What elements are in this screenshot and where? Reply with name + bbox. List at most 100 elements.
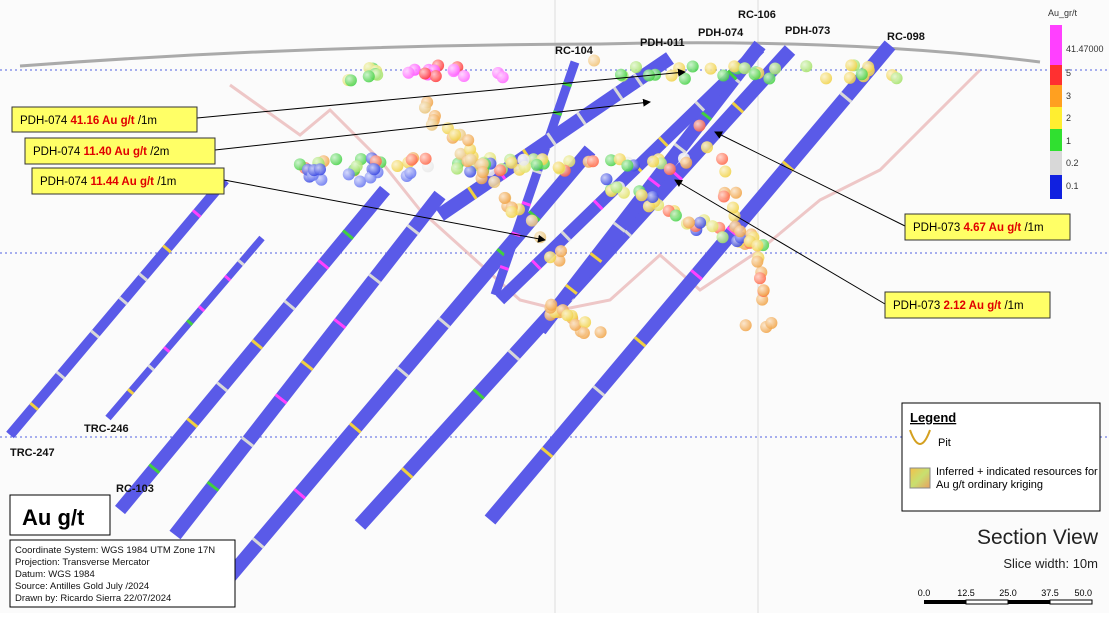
callout-interval: /1m bbox=[138, 115, 157, 127]
sphere-shine bbox=[464, 165, 477, 178]
unit-label: Au g/t bbox=[22, 505, 85, 530]
assay-interval bbox=[472, 388, 485, 400]
assay-interval bbox=[223, 274, 232, 282]
assay-interval bbox=[274, 393, 288, 405]
slice-width: Slice width: 10m bbox=[1003, 556, 1098, 571]
sphere-shine bbox=[855, 68, 868, 81]
info-line: Source: Antilles Gold July /2024 bbox=[15, 581, 149, 592]
sphere-shine bbox=[669, 209, 682, 222]
sphere-shine bbox=[462, 134, 475, 147]
assay-interval bbox=[507, 349, 521, 361]
assay-interval bbox=[612, 221, 626, 233]
assay-interval bbox=[148, 463, 161, 474]
sphere-shine bbox=[476, 166, 489, 179]
scale-label: 12.5 bbox=[957, 588, 975, 598]
drill-hole bbox=[105, 235, 265, 421]
drill-hole bbox=[495, 43, 765, 305]
callout-hole: PDH-074 bbox=[20, 115, 68, 127]
scale-label: 25.0 bbox=[999, 588, 1017, 598]
assay-interval bbox=[633, 336, 647, 348]
sphere-shine bbox=[553, 254, 566, 267]
sphere-shine bbox=[717, 69, 730, 82]
hole-label: RC-103 bbox=[116, 483, 154, 495]
drill-hole bbox=[484, 40, 896, 525]
sphere-shine bbox=[717, 190, 730, 203]
info-line: Datum: WGS 1984 bbox=[15, 569, 95, 580]
callout-text: PDH-073 2.12 Au g/t /1m bbox=[893, 300, 1024, 312]
legend-item-wrap: Inferred + indicated resources for Au g/… bbox=[936, 466, 1098, 491]
callout-grade: 11.40 Au g/t bbox=[84, 146, 148, 158]
assay-interval bbox=[531, 259, 542, 271]
assay-interval bbox=[699, 109, 713, 121]
info-line: Coordinate System: WGS 1984 UTM Zone 17N bbox=[15, 545, 215, 556]
callout-interval: /2m bbox=[150, 146, 169, 158]
sphere-shine bbox=[404, 167, 417, 179]
sphere-shine bbox=[362, 70, 375, 83]
unit-box: Au g/t bbox=[9, 494, 111, 536]
color-scale-label: 0.2 bbox=[1066, 158, 1079, 168]
assay-interval bbox=[251, 537, 265, 549]
assay-interval bbox=[241, 436, 255, 448]
callout-grade: 4.67 Au g/t bbox=[964, 222, 1022, 234]
callout-text: PDH-074 11.44 Au g/t /1m bbox=[40, 176, 176, 188]
assay-interval bbox=[839, 91, 853, 104]
sphere-shine bbox=[498, 192, 511, 204]
sphere-shine bbox=[680, 156, 693, 169]
assay-interval bbox=[673, 142, 687, 154]
assay-interval bbox=[283, 299, 296, 311]
drill-hole bbox=[114, 185, 391, 515]
assay-interval bbox=[726, 69, 738, 81]
assay-interval bbox=[647, 176, 661, 188]
sphere-shine bbox=[751, 255, 764, 268]
sphere-shine bbox=[494, 164, 507, 177]
sphere-shine bbox=[449, 128, 462, 141]
assay-interval bbox=[333, 318, 347, 330]
sphere-shine bbox=[600, 173, 613, 186]
sphere-shine bbox=[525, 214, 538, 227]
sphere-shine bbox=[682, 216, 695, 229]
sphere-shine bbox=[534, 231, 547, 244]
sphere-shine bbox=[402, 66, 415, 79]
assay-interval bbox=[694, 100, 706, 112]
sphere-shine bbox=[719, 165, 732, 178]
callout-interval: /1m bbox=[1004, 300, 1023, 312]
assay-interval bbox=[300, 359, 314, 371]
sphere-shine bbox=[344, 74, 357, 87]
sphere-shine bbox=[820, 72, 833, 85]
sphere-shine bbox=[704, 62, 717, 75]
sphere-shine bbox=[739, 319, 752, 332]
assay-interval bbox=[206, 480, 220, 492]
sphere-shine bbox=[716, 152, 729, 165]
scale-bar: 0.0 12.5 25.0 37.5 50.0 bbox=[918, 588, 1093, 605]
assay-interval bbox=[396, 366, 409, 378]
callout-text: PDH-074 11.40 Au g/t /2m bbox=[33, 146, 169, 158]
sphere-shine bbox=[734, 225, 747, 238]
assay-interval bbox=[521, 200, 532, 207]
sphere-shine bbox=[419, 101, 431, 114]
legend: Legend Pit Inferred + indicated resource… bbox=[901, 402, 1101, 512]
color-scale-label: 2 bbox=[1066, 113, 1071, 123]
hole-label: TRC-247 bbox=[10, 447, 55, 459]
callout-hole: PDH-074 bbox=[33, 146, 81, 158]
sphere-shine bbox=[552, 161, 565, 174]
callout-interval: /1m bbox=[1024, 222, 1043, 234]
drill-holes bbox=[6, 40, 896, 605]
sphere-shine bbox=[693, 119, 706, 132]
sphere-shine bbox=[419, 67, 431, 80]
assay-interval bbox=[317, 259, 330, 270]
sphere-shine bbox=[686, 60, 699, 73]
sphere-shine bbox=[447, 63, 460, 76]
drill-hole bbox=[204, 145, 596, 605]
callout-grade: 11.44 Au g/t bbox=[91, 176, 155, 188]
hole-label: PDH-011 bbox=[640, 37, 685, 49]
callouts: PDH-074 41.16 Au g/t /1m PDH-074 11.40 A… bbox=[11, 68, 1071, 319]
sphere-shine bbox=[730, 186, 742, 199]
sphere-shine bbox=[765, 317, 778, 329]
assay-interval bbox=[400, 467, 414, 479]
assay-interval bbox=[342, 229, 354, 240]
sphere-shine bbox=[845, 59, 858, 72]
assay-interval bbox=[406, 224, 420, 236]
drill-hole bbox=[6, 176, 229, 439]
sphere-shine bbox=[630, 61, 642, 74]
sphere-shine bbox=[635, 189, 648, 202]
